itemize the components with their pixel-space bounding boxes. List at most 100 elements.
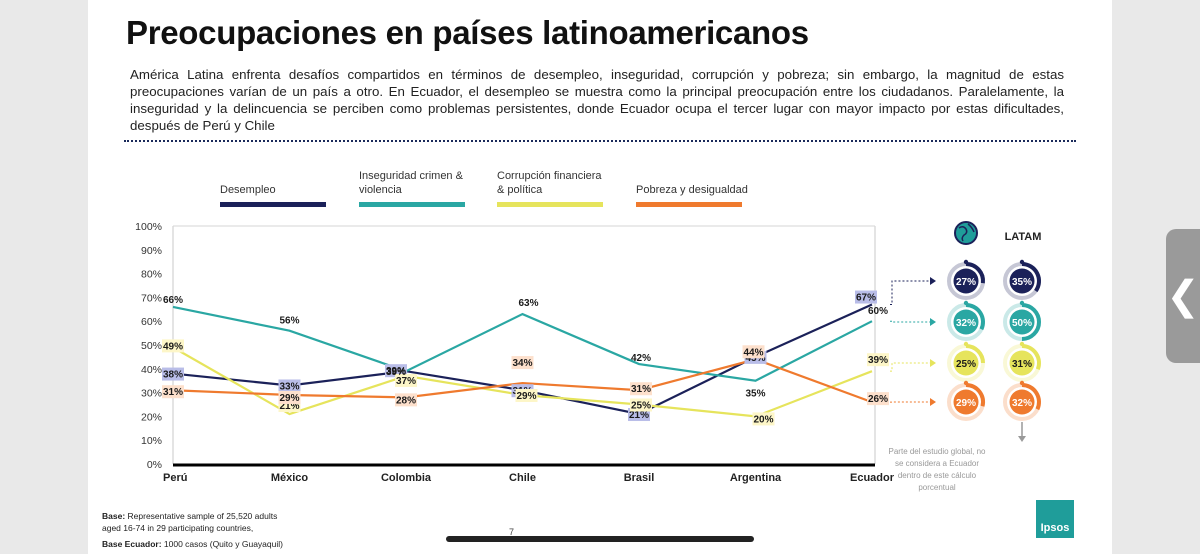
data-label: 60% xyxy=(868,306,888,317)
y-tick-label: 70% xyxy=(141,292,162,304)
global-donut-core xyxy=(953,309,979,335)
global-donut-dot xyxy=(963,259,969,265)
data-label: 44% xyxy=(743,347,763,358)
y-tick-label: 60% xyxy=(141,316,162,328)
description: América Latina enfrenta desafíos compart… xyxy=(130,67,1064,133)
y-tick-label: 80% xyxy=(141,269,162,281)
x-tick-label: México xyxy=(271,472,309,484)
latam-donut-core xyxy=(1009,389,1035,415)
base-label: Base: xyxy=(102,511,126,521)
latam-donut-arc xyxy=(1021,344,1041,370)
x-tick-label: Argentina xyxy=(730,472,782,484)
global-donut-label: 32% xyxy=(956,318,976,329)
global-donut-arc xyxy=(965,303,985,331)
connector-arrow xyxy=(930,398,936,406)
data-label-bg xyxy=(752,412,775,426)
latam-donut-dot xyxy=(1019,300,1025,306)
base-ecuador-text: 1000 casos (Quito y Guayaquil) xyxy=(163,539,283,549)
connector-arrow xyxy=(930,318,936,326)
global-donut-core xyxy=(953,350,979,376)
data-label-bg xyxy=(278,379,301,393)
global-donut-dot xyxy=(963,380,969,386)
page-number: 7 xyxy=(509,527,515,537)
latam-donut-arc xyxy=(1021,303,1041,341)
divider xyxy=(124,140,1076,142)
y-tick-label: 40% xyxy=(141,364,162,376)
latam-donut-core xyxy=(1009,268,1035,294)
globe-icon-continents xyxy=(958,223,975,242)
data-label-bg xyxy=(162,385,184,399)
data-label-bg xyxy=(385,364,407,378)
data-label-bg xyxy=(162,339,184,353)
latam-donut-core xyxy=(1009,350,1035,376)
x-tick-label: Colombia xyxy=(381,472,432,484)
series-line xyxy=(172,305,873,382)
x-tick-label: Ecuador xyxy=(850,472,895,484)
latam-donut-label: 31% xyxy=(1012,359,1032,370)
data-label: 39% xyxy=(386,367,406,378)
x-tick-label: Chile xyxy=(509,472,536,484)
legend-swatch xyxy=(359,202,465,207)
data-label-bg xyxy=(515,388,538,402)
connector-line xyxy=(890,320,930,323)
scrollbar[interactable] xyxy=(446,536,754,542)
data-label: 21% xyxy=(279,401,299,412)
data-label-bg xyxy=(855,290,877,304)
connector-arrow xyxy=(930,359,936,367)
latam-donut-dot xyxy=(1019,380,1025,386)
legend-swatch xyxy=(636,202,742,207)
down-arrow-head xyxy=(1018,436,1026,442)
data-label-bg xyxy=(278,390,301,404)
data-label: 45% xyxy=(745,353,765,364)
y-tick-label: 50% xyxy=(141,340,162,352)
latam-donut-arc xyxy=(1021,262,1041,293)
legend-swatch xyxy=(220,202,326,207)
global-donut-label: 25% xyxy=(956,359,976,370)
global-donut-core xyxy=(953,389,979,415)
global-donut-arc xyxy=(965,383,985,407)
y-tick-label: 0% xyxy=(147,459,162,471)
y-tick-label: 30% xyxy=(141,388,162,400)
latam-donut-label: 32% xyxy=(1012,398,1032,409)
data-label: 26% xyxy=(868,394,888,405)
legend-label: Desempleo xyxy=(220,184,276,196)
y-tick-label: 20% xyxy=(141,411,162,423)
slide: Preocupaciones en países latinoamericano… xyxy=(88,0,1112,554)
data-label: 28% xyxy=(396,395,416,406)
data-label-bg xyxy=(742,345,765,359)
data-label: 29% xyxy=(279,393,299,404)
data-label: 37% xyxy=(396,376,416,387)
y-tick-label: 100% xyxy=(135,221,162,233)
connector-arrow xyxy=(930,277,936,285)
data-label-bg xyxy=(630,398,652,412)
connector-line xyxy=(890,280,930,306)
data-label: 20% xyxy=(753,414,773,425)
global-donut-dot xyxy=(963,300,969,306)
data-label: 66% xyxy=(163,295,183,306)
data-label: 49% xyxy=(163,341,183,352)
base-note: Base: Representative sample of 25,520 ad… xyxy=(102,510,292,534)
legend-label: Pobreza y desigualdad xyxy=(636,184,748,196)
data-label-bg xyxy=(395,393,417,407)
base-ecuador-label: Base Ecuador: xyxy=(102,539,162,549)
base-ecuador-note: Base Ecuador: 1000 casos (Quito y Guayaq… xyxy=(102,538,322,550)
data-label: 56% xyxy=(279,316,299,327)
previous-page-button[interactable]: ❮ xyxy=(1166,229,1200,363)
global-donut-label: 29% xyxy=(956,398,976,409)
data-label-bg xyxy=(630,382,652,396)
global-note: Parte del estudio global, no se consider… xyxy=(888,447,986,492)
global-donut-arc xyxy=(965,262,985,284)
connector-line xyxy=(890,362,930,372)
data-label: 67% xyxy=(856,293,876,304)
data-label-bg xyxy=(511,356,534,370)
latam-donut-dot xyxy=(1019,259,1025,265)
global-donut-arc xyxy=(965,344,985,364)
data-label: 39% xyxy=(868,355,888,366)
y-tick-label: 10% xyxy=(141,435,162,447)
data-label-bg xyxy=(867,392,889,406)
global-donut-label: 27% xyxy=(956,277,976,288)
data-label: 31% xyxy=(631,384,651,395)
data-label-bg xyxy=(395,373,417,387)
data-label: 63% xyxy=(518,298,538,309)
latam-donut-dot xyxy=(1019,341,1025,347)
